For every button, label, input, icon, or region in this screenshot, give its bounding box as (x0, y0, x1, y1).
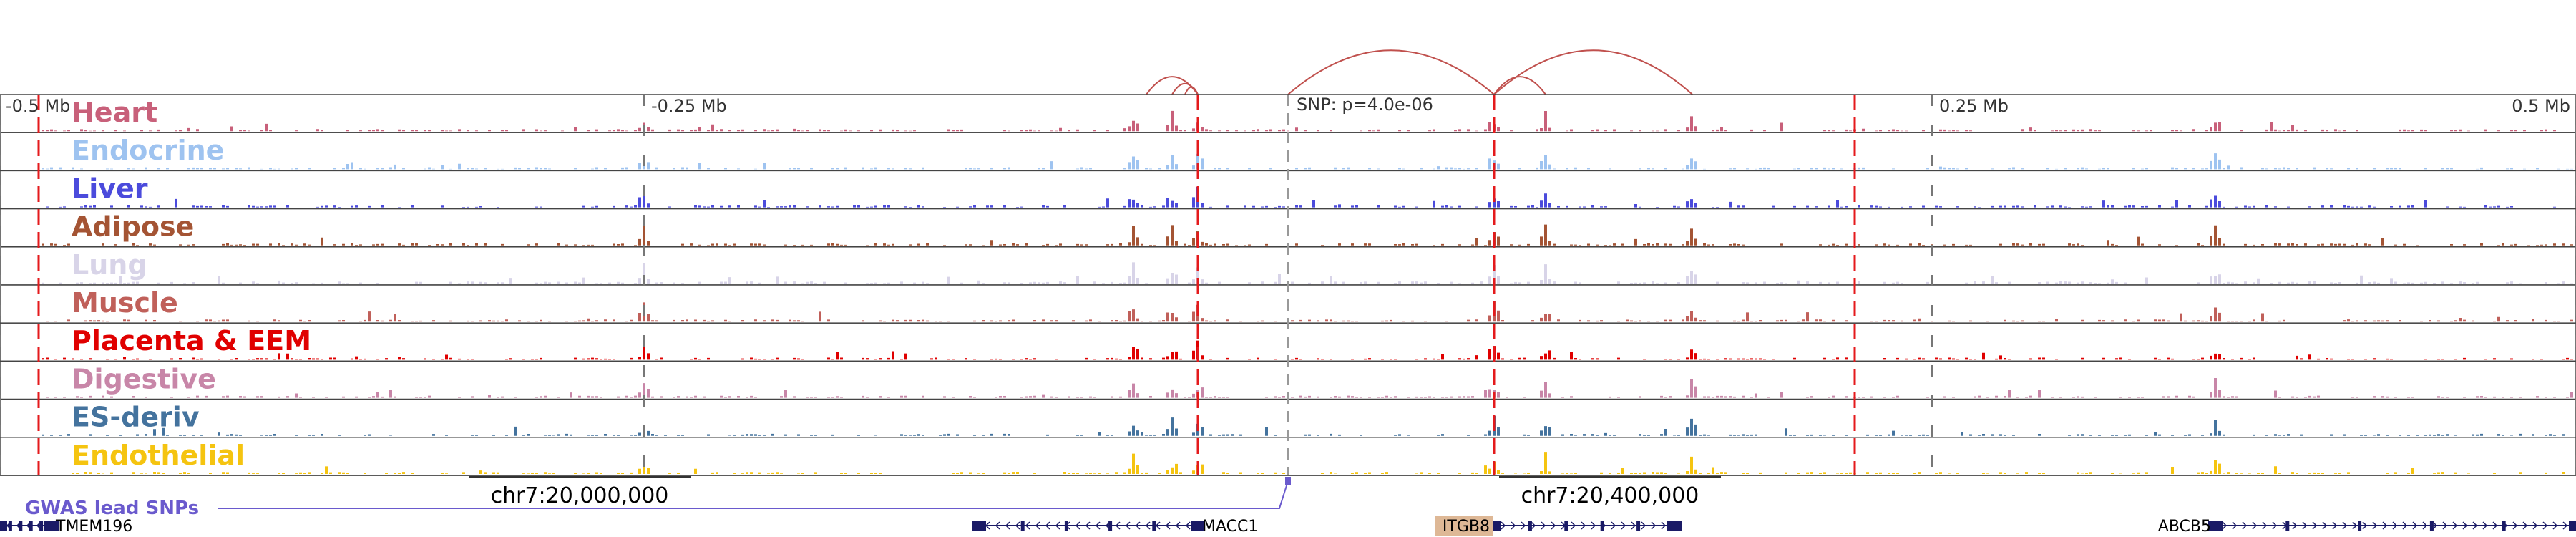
gene-exon (1636, 521, 1641, 531)
gene-exon (1600, 521, 1604, 531)
gene-exon (2208, 521, 2223, 531)
gene-exon (19, 521, 23, 531)
track-label: Heart (72, 97, 157, 128)
lead-snp-label: SNP: p=4.0e-06 (1297, 95, 1433, 115)
gene-label: MACC1 (1202, 518, 1258, 536)
interaction-arc-4 (1287, 49, 1495, 95)
gene-abcb5[interactable]: ABCB5 (2158, 518, 2576, 536)
track-label: Adipose (72, 211, 194, 243)
interaction-arc-3 (1184, 86, 1199, 95)
gene-exon (1108, 521, 1113, 531)
track-label: Digestive (72, 363, 216, 395)
red-marker-lines (37, 95, 1856, 475)
gene-tmem196[interactable]: TMEM196 (0, 518, 132, 536)
gene-highlight-box (1435, 516, 1493, 536)
gene-exon (44, 521, 59, 531)
gene-label: ABCB5 (2158, 518, 2211, 536)
gene-exon (1191, 521, 1205, 531)
gene-strand-arrows (2222, 521, 2568, 530)
gene-label: ITGB8 (1443, 518, 1490, 536)
track-signal (42, 262, 2573, 284)
coordinate-label-1: chr7:20,000,000 (491, 483, 669, 508)
track-signal (42, 340, 2573, 360)
interaction-arc-5 (1493, 76, 1546, 95)
gene-exon (29, 521, 33, 531)
track-label: Placenta & EEM (72, 325, 311, 357)
gene-exon (2285, 521, 2290, 531)
gwas-snp-mark (1285, 477, 1291, 485)
track-signal (46, 186, 2556, 208)
interaction-arcs (1146, 49, 1693, 95)
tick-label: 0.25 Mb (1939, 96, 2009, 116)
gene-exon (2429, 521, 2434, 531)
track-signal (42, 153, 2573, 170)
gene-exon (39, 521, 44, 531)
gene-track[interactable]: TMEM196 MACC1 ITGB8 ABCB5 (0, 516, 2576, 536)
gene-macc1[interactable]: MACC1 (972, 518, 1258, 536)
interaction-arc-6 (1493, 49, 1693, 95)
gwas-connector (218, 480, 1289, 509)
track-label: Endothelial (72, 440, 245, 471)
track-label: Liver (72, 173, 148, 204)
tick-label: 0.5 Mb (2512, 96, 2570, 116)
track-signal (42, 110, 2556, 132)
gene-exon (1064, 521, 1068, 531)
track-label: Muscle (72, 287, 178, 319)
gene-exon (1667, 521, 1682, 531)
track-label: Lung (72, 249, 147, 281)
track-label: ES-deriv (72, 402, 200, 433)
gene-exon (1564, 521, 1568, 531)
tick-label: -0.25 Mb (651, 96, 727, 116)
track-label: Endocrine (72, 135, 224, 166)
gene-exon (2358, 521, 2362, 531)
track-signal (46, 301, 2573, 322)
gene-exon (8, 521, 12, 531)
track-signal (72, 452, 2565, 474)
gwas-track-label: GWAS lead SNPs (25, 498, 199, 519)
annotation-area: GWAS lead SNPs chr7:20,000,000 chr7:20,40… (0, 475, 2576, 519)
gene-itgb8[interactable]: ITGB8 (1435, 516, 1682, 536)
gene-exon (1020, 521, 1025, 531)
gene-exon (2502, 521, 2506, 531)
gene-exon (1152, 521, 1156, 531)
gene-exon (972, 521, 986, 531)
gene-exon (2569, 521, 2576, 531)
coordinate-label-2: chr7:20,400,000 (1521, 483, 1699, 508)
gene-exon (0, 521, 7, 531)
gene-exon (1528, 521, 1532, 531)
track-signal (42, 224, 2573, 246)
gene-label: TMEM196 (55, 518, 132, 536)
gene-strand-arrows (1501, 521, 1667, 530)
signal-tracks[interactable]: Heart Endocrine Liver Adipose Lung Muscle Plac… (0, 94, 2576, 476)
